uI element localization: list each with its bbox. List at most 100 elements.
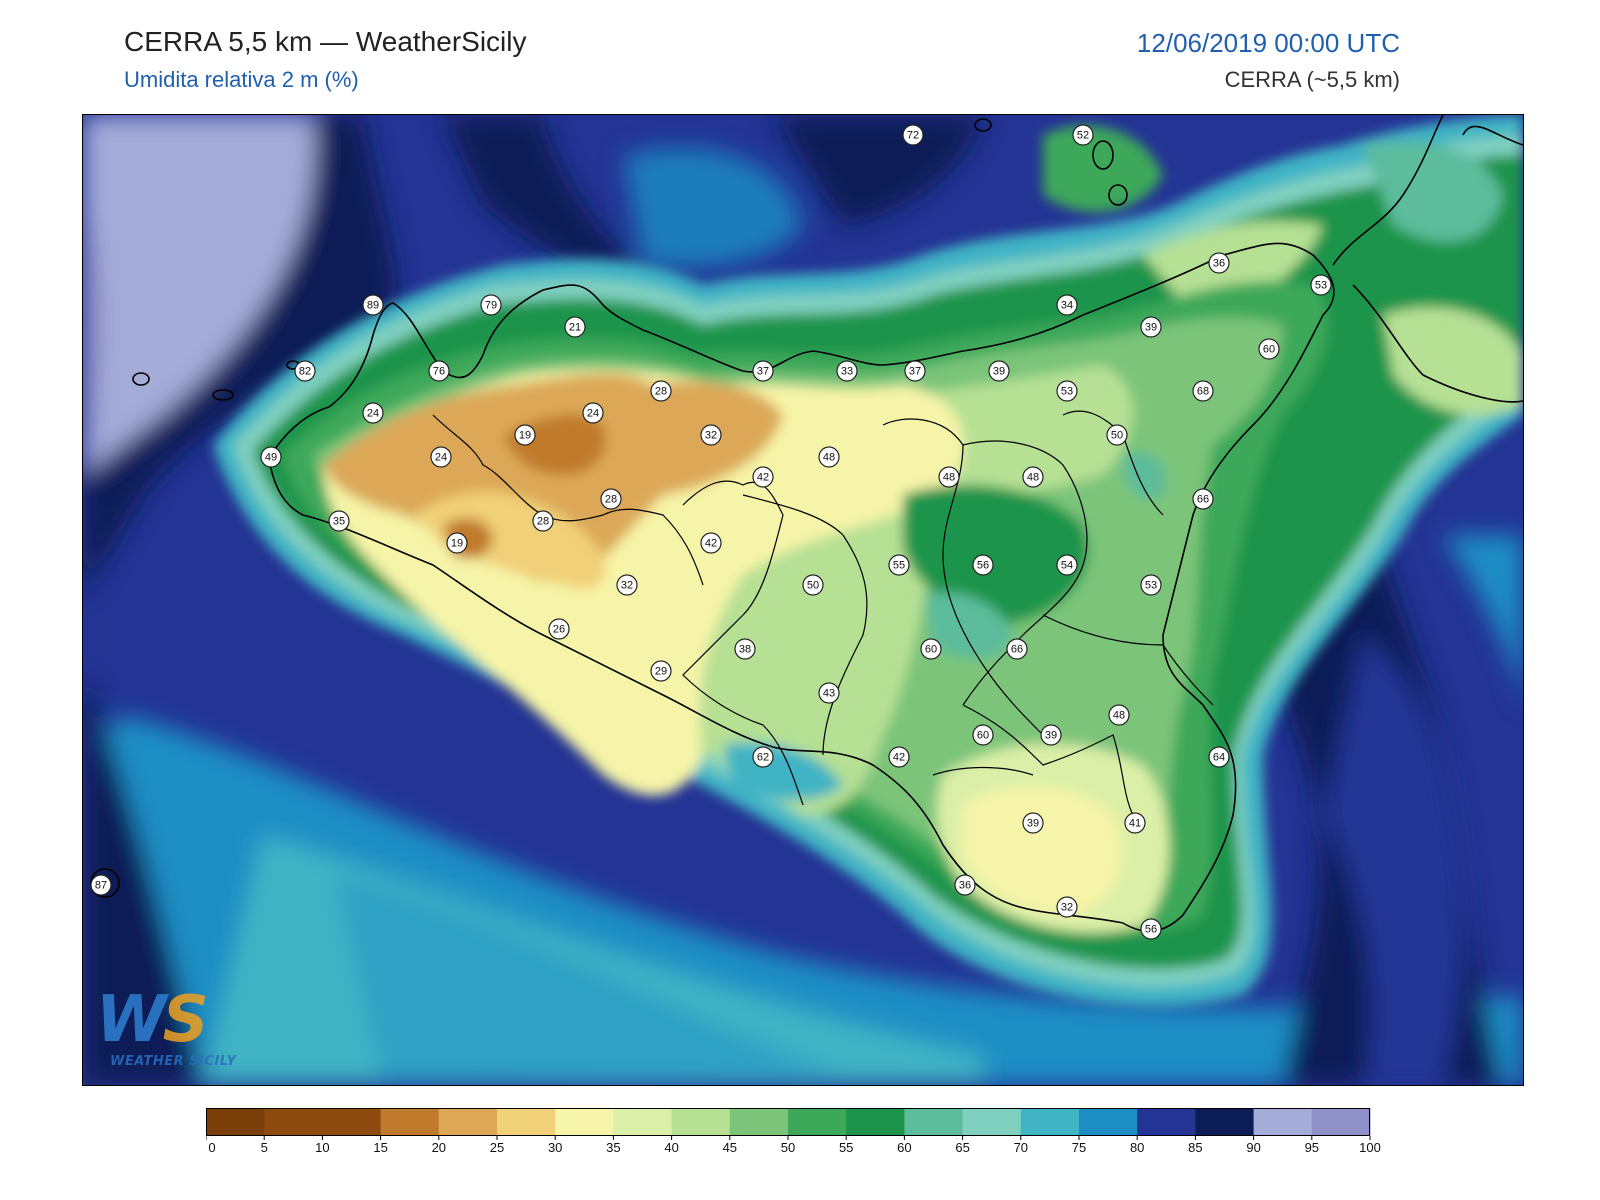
model-label: CERRA (~5,5 km)	[1224, 67, 1400, 92]
station-circle	[260, 446, 282, 468]
station-value: 72	[907, 130, 919, 142]
colorbar-tick-label: 10	[315, 1140, 329, 1154]
colorbar-bin	[962, 1108, 1022, 1136]
station-marker: 39	[1040, 724, 1062, 746]
station-marker: 56	[1140, 918, 1162, 940]
colorbar-bin	[729, 1108, 789, 1136]
station-circle	[1056, 896, 1078, 918]
station-value: 24	[587, 408, 599, 420]
station-circle	[888, 554, 910, 576]
station-value: 37	[757, 366, 769, 378]
station-value: 60	[1263, 344, 1275, 356]
station-value: 28	[605, 494, 617, 506]
station-marker: 37	[752, 360, 774, 382]
colorbar-tick-label: 40	[664, 1140, 678, 1154]
colorbar-tick-label: 15	[373, 1140, 387, 1154]
humidity-map[interactable]: 72 52 36 53 89 79 21 34 39 60 82 76 37 33 37 39 53 68 28 24…	[82, 114, 1524, 1086]
station-value: 62	[757, 752, 769, 764]
station-marker: 62	[752, 746, 774, 768]
station-circle	[90, 874, 112, 896]
station-value: 60	[977, 730, 989, 742]
colorbar-bins	[206, 1108, 1371, 1136]
logo-text: WEATHER SICILY	[110, 1054, 237, 1069]
station-marker: 79	[480, 294, 502, 316]
station-marker: 24	[362, 402, 384, 424]
station-circle	[1040, 724, 1062, 746]
station-marker: 35	[328, 510, 350, 532]
station-marker: 34	[1056, 294, 1078, 316]
station-circle	[532, 510, 554, 532]
station-value: 34	[1061, 300, 1073, 312]
station-circle	[888, 746, 910, 768]
station-circle	[1310, 274, 1332, 296]
station-value: 89	[367, 300, 379, 312]
station-value: 54	[1061, 560, 1073, 572]
colorbar-tick-label: 50	[781, 1140, 795, 1154]
station-value: 87	[95, 880, 107, 892]
station-circle	[752, 360, 774, 382]
station-circle	[752, 746, 774, 768]
station-circle	[734, 638, 756, 660]
station-circle	[1072, 124, 1094, 146]
station-circle	[430, 446, 452, 468]
station-value: 64	[1213, 752, 1225, 764]
station-marker: 32	[616, 574, 638, 596]
colorbar-tick-label: 90	[1246, 1140, 1260, 1154]
station-circle	[1208, 252, 1230, 274]
station-value: 55	[893, 560, 905, 572]
station-value: 76	[433, 366, 445, 378]
station-circle	[954, 874, 976, 896]
colorbar-bin	[1253, 1108, 1313, 1136]
station-value: 35	[333, 516, 345, 528]
colorbar-tick-label: 75	[1072, 1140, 1086, 1154]
station-value: 60	[925, 644, 937, 656]
weathersicily-logo: WS WEATHER SICILY	[96, 988, 266, 1078]
station-value: 42	[893, 752, 905, 764]
station-circle	[1056, 380, 1078, 402]
colorbar-tick-label: 25	[490, 1140, 504, 1154]
station-circle	[1022, 466, 1044, 488]
station-value: 50	[1111, 430, 1123, 442]
station-value: 42	[757, 472, 769, 484]
valid-datetime: 12/06/2019 00:00 UTC	[1136, 28, 1400, 58]
station-value: 38	[739, 644, 751, 656]
station-value: 39	[1045, 730, 1057, 742]
station-marker: 82	[294, 360, 316, 382]
colorbar-bin	[904, 1108, 964, 1136]
station-circle	[1022, 812, 1044, 834]
colorbar-bin	[380, 1108, 440, 1136]
station-marker: 36	[1208, 252, 1230, 274]
station-marker: 29	[650, 660, 672, 682]
map-canvas: 72 52 36 53 89 79 21 34 39 60 82 76 37 33 37 39 53 68 28 24…	[83, 115, 1523, 1085]
station-value: 32	[1061, 902, 1073, 914]
station-value: 53	[1061, 386, 1073, 398]
station-circle	[1258, 338, 1280, 360]
station-value: 32	[705, 430, 717, 442]
station-circle	[446, 532, 468, 554]
station-circle	[1140, 918, 1162, 940]
station-value: 52	[1077, 130, 1089, 142]
logo-mark: WS	[96, 983, 209, 1057]
station-value: 66	[1011, 644, 1023, 656]
station-circle	[582, 402, 604, 424]
station-circle	[650, 380, 672, 402]
station-value: 48	[1113, 710, 1125, 722]
colorbar-bin	[206, 1108, 265, 1136]
station-circle	[902, 124, 924, 146]
station-circle	[548, 618, 570, 640]
station-value: 26	[553, 624, 565, 636]
colorbar-bin	[1137, 1108, 1196, 1136]
colorbar-tick-label: 70	[1014, 1140, 1028, 1154]
station-value: 28	[655, 386, 667, 398]
station-marker: 53	[1140, 574, 1162, 596]
station-circle	[1056, 554, 1078, 576]
station-marker: 37	[904, 360, 926, 382]
station-circle	[1108, 704, 1130, 726]
station-circle	[328, 510, 350, 532]
station-circle	[1192, 488, 1214, 510]
station-value: 32	[621, 580, 633, 592]
station-marker: 52	[1072, 124, 1094, 146]
colorbar-frame	[206, 1108, 1370, 1136]
station-value: 66	[1197, 494, 1209, 506]
station-marker: 60	[972, 724, 994, 746]
